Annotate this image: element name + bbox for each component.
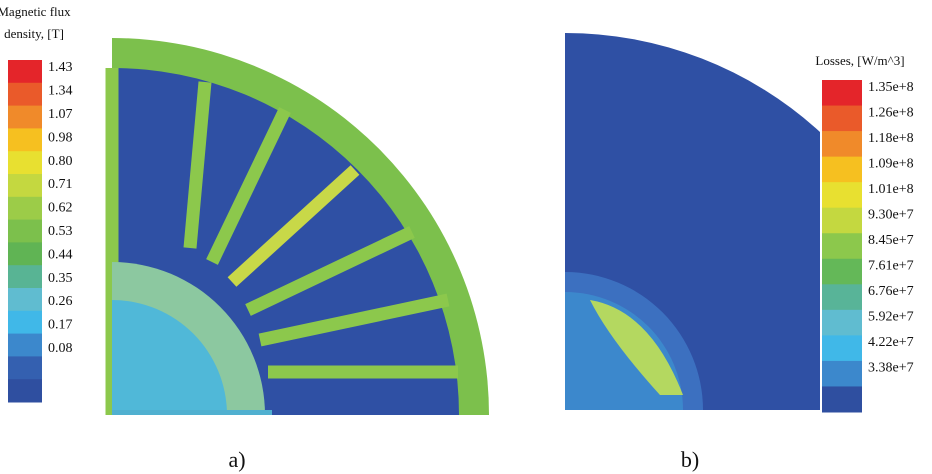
legend-label: 1.18e+8 (868, 131, 914, 146)
color-swatch (822, 335, 862, 361)
color-swatch (8, 128, 42, 151)
legend-label: 7.61e+7 (868, 259, 914, 274)
left-drawing (112, 38, 489, 415)
color-swatch (822, 386, 862, 412)
color-swatch (822, 259, 862, 285)
legend-title: density, [T] (4, 26, 64, 41)
caption: a) (228, 447, 245, 472)
color-swatch (822, 106, 862, 132)
legend-label: 0.71 (48, 177, 73, 192)
legend-label: 1.43 (48, 60, 73, 75)
legend-label: 3.38e+7 (868, 361, 914, 376)
color-swatch (8, 83, 42, 106)
legend-label: 0.35 (48, 271, 73, 286)
legend-label: 0.08 (48, 341, 73, 356)
right-legend: Losses, [W/m^3] 1.35e+8 1.26e+8 1.18e+8 1.0… (815, 53, 913, 413)
color-swatch (8, 60, 42, 83)
legend-label: 9.30e+7 (868, 208, 914, 223)
right-drawing (565, 33, 820, 410)
color-swatch (822, 157, 862, 183)
left-legend: Magnetic flux density, [T] 1.43 1.34 1.07 0… (0, 4, 73, 403)
legend-label: 0.53 (48, 224, 73, 239)
color-swatch (8, 242, 42, 265)
legend-label: 1.07 (48, 107, 73, 122)
legend-label: 0.62 (48, 201, 73, 216)
color-swatch (8, 151, 42, 174)
legend-label: 5.92e+7 (868, 310, 914, 325)
legend-title: Losses, [W/m^3] (815, 53, 904, 68)
color-swatch (822, 182, 862, 208)
legend-label: 0.80 (48, 154, 73, 169)
color-swatch (8, 197, 42, 220)
legend-label: 0.17 (48, 318, 73, 333)
legend-label: 0.98 (48, 130, 73, 145)
color-swatch (822, 233, 862, 259)
color-swatch (8, 174, 42, 197)
legend-label: 1.34 (48, 84, 73, 99)
figure: Magnetic flux density, [T] 1.43 1.34 1.07 0… (0, 0, 932, 474)
legend-label: 4.22e+7 (868, 335, 914, 350)
legend-label: 1.35e+8 (868, 80, 914, 95)
legend-label: 6.76e+7 (868, 284, 914, 299)
color-swatch (8, 379, 42, 402)
color-swatch (8, 106, 42, 129)
color-swatch (822, 284, 862, 310)
legend-label: 0.44 (48, 247, 73, 262)
color-swatch (822, 361, 862, 387)
color-swatch (8, 288, 42, 311)
color-swatch (8, 334, 42, 357)
color-swatch (8, 220, 42, 243)
color-swatch (8, 356, 42, 379)
legend-label: 1.01e+8 (868, 182, 914, 197)
caption: b) (681, 447, 699, 472)
color-swatch (8, 265, 42, 288)
color-swatch (822, 80, 862, 106)
legend-title: Magnetic flux (0, 4, 71, 19)
legend-label: 1.09e+8 (868, 157, 914, 172)
color-swatch (822, 131, 862, 157)
color-swatch (822, 310, 862, 336)
legend-label: 8.45e+7 (868, 233, 914, 248)
color-swatch (8, 311, 42, 334)
legend-label: 1.26e+8 (868, 106, 914, 121)
legend-label: 0.26 (48, 294, 73, 309)
color-swatch (822, 208, 862, 234)
